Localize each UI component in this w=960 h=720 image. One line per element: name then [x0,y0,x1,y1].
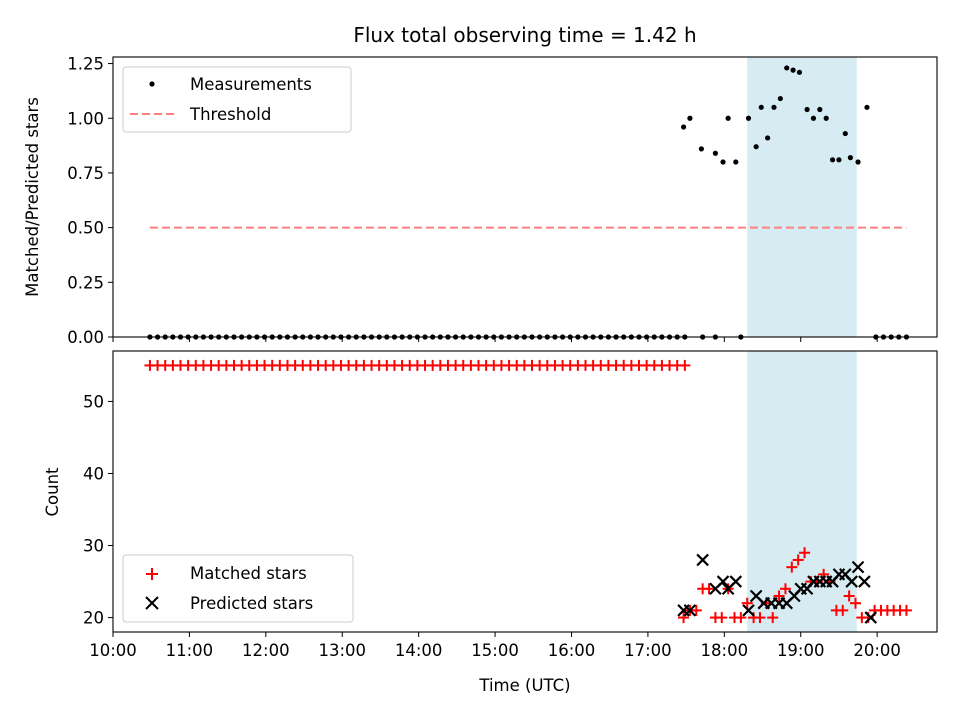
bottom-y-ticks: 20 30 40 50 [83,392,113,628]
top-y-tick-label: 1.00 [67,109,104,128]
top-y-tick-label: 0.00 [67,328,104,347]
measurement-point [796,69,803,75]
matched-star-marker [703,583,715,595]
legend-measurements-marker [149,81,155,87]
measurement-point [771,104,777,110]
measurement-point [777,95,783,102]
measurement-point [817,106,823,113]
predicted-star-marker [845,575,858,588]
top-y-tick-label: 1.25 [67,55,104,74]
predicted-star-marker [742,604,755,617]
legend-predicted-marker [145,596,159,610]
predicted-star-marker [683,604,697,617]
matched-star-marker [767,612,779,624]
top-y-ticks: 0.00 0.25 0.50 0.75 1.00 1.25 [67,55,113,347]
measurement-point [745,115,752,121]
bottom-y-tick-label: 30 [83,537,104,556]
top-highlight-span [747,57,857,337]
measurement-point [712,150,718,156]
top-axes-frame [112,56,938,338]
x-tick-label: 20:00 [853,641,901,660]
legend-matched-label: Matched stars [190,564,307,583]
matched-star-marker [799,547,811,559]
matched-star-marker [837,604,849,616]
top-y-axis-label: Matched/Predicted stars [23,97,42,297]
measurement-point [836,157,842,163]
measurement-point [765,135,771,141]
measurement-point [720,159,726,165]
matched-star-marker [679,359,691,371]
x-tick-label: 10:00 [89,641,137,660]
bottom-y-axis-label: Count [43,467,62,517]
x-tick-label: 12:00 [242,641,290,660]
legend-threshold-label: Threshold [189,105,271,124]
matched-star-marker [716,612,728,624]
matched-star-marker [773,590,785,602]
predicted-star-marker [696,553,709,567]
top-y-tick-label: 0.50 [67,219,104,238]
measurement-point [687,115,693,121]
measurement-point [810,115,817,121]
matched-star-marker [900,604,912,616]
measurement-point [864,104,870,110]
measurement-point [758,104,764,110]
matched-star-marker [779,583,791,595]
x-tick-label: 14:00 [395,641,443,660]
predicted-star-marker [858,575,871,588]
measurement-point [725,115,731,121]
legend-measurements-label: Measurements [190,75,312,94]
x-tick-label: 18:00 [701,641,749,660]
x-axis-label: Time (UTC) [478,676,570,695]
measurement-point [753,144,759,150]
measurement-point [784,65,790,71]
x-tick-label: 19:00 [777,641,825,660]
x-tick-label: 17:00 [624,641,672,660]
bottom-y-tick-label: 40 [83,464,104,483]
matched-star-marker [843,590,855,602]
bottom-axes-frame [112,350,938,633]
bottom-legend-box [122,554,354,623]
x-tick-label: 11:00 [166,641,214,660]
legend-predicted-label: Predicted stars [190,594,313,613]
bottom-series [144,359,912,624]
matched-star-marker [735,612,747,624]
x-tick-label: 15:00 [471,641,519,660]
measurement-point [823,115,829,121]
x-tick-label: 13:00 [318,641,366,660]
matched-star-marker [792,554,804,566]
matched-star-marker [741,597,753,609]
legend-matched-marker [146,568,158,580]
matched-star-marker [849,597,861,609]
measurement-point [790,67,796,73]
measurement-point [804,106,810,113]
measurement-point [698,146,704,152]
measurement-point [842,130,848,137]
predicted-star-marker [851,560,865,574]
measurement-point [829,157,836,163]
matched-star-marker [786,561,798,573]
measurement-point [855,159,861,165]
predicted-star-marker [716,575,730,588]
measurement-point [680,124,687,130]
top-panel: 0.00 0.25 0.50 0.75 1.00 1.25 Matched/Predict… [23,55,938,347]
predicted-star-marker [864,611,878,624]
top-legend-box [122,66,352,133]
top-y-tick-label: 0.75 [67,164,104,183]
chart-title: Flux total observing time = 1.42 h [353,23,696,47]
matched-star-marker [754,612,766,624]
top-y-tick-label: 0.25 [67,273,104,292]
matched-star-marker [678,612,690,624]
bottom-y-tick-label: 50 [83,392,104,411]
x-tick-label: 16:00 [548,641,596,660]
bottom-x-ticks: 10:00 11:00 12:00 13:00 14:00 15:00 16:00 17:00… [89,632,901,660]
bottom-y-tick-label: 20 [83,609,104,628]
measurement-point [847,155,853,161]
measurement-point [733,159,739,165]
matched-star-marker [690,604,702,616]
bottom-legend: Matched stars Predicted stars [122,554,354,623]
predicted-star-marker [729,575,743,588]
top-legend: Measurements Threshold [122,66,352,133]
